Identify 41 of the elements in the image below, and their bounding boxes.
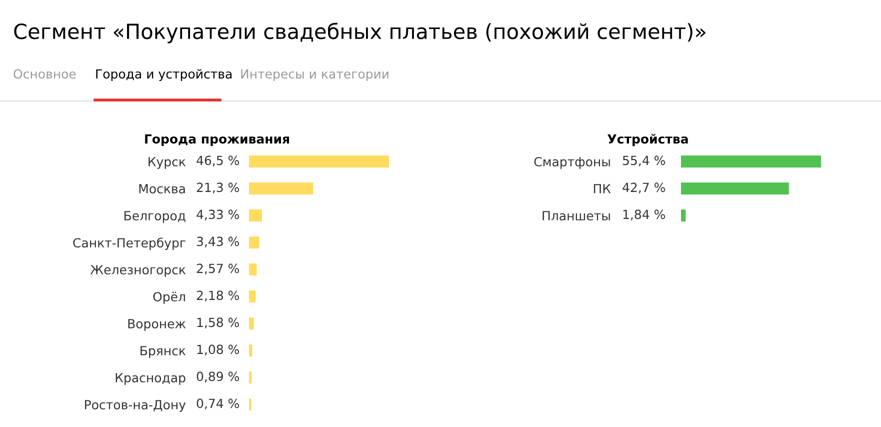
bar [249,372,252,384]
text: Основное [14,69,76,79]
data-label: 0,89 % [196,372,239,382]
y-tick-label: Краснодар [116,373,186,385]
y-tick-label: Белгород [124,211,186,223]
data-label: 0,74 % [196,398,239,410]
y-tick-label: Брянск [140,346,186,358]
y-tick-label: Санкт-Петербург [73,238,186,250]
bar [249,318,254,330]
data-label: 1,08 % [197,344,239,356]
y-tick-label: Ростов-на-Дону [85,400,186,412]
chart-title: Города проживания [145,134,290,146]
text: Сегмент «Покупатели свадебных платьев (похожий сегмент)» [14,22,706,44]
bar [249,182,314,194]
data-label: 4,33 % [196,210,239,220]
data-label: 46,5 % [196,156,239,166]
bar [249,264,257,276]
y-tick-label: Курск [148,157,186,169]
text: Интересы и категории [241,69,388,82]
y-tick-label: Орёл [153,292,185,304]
data-label: 21,3 % [196,182,239,194]
bar [249,236,260,248]
bar [249,156,389,168]
data-label: 42,7 % [622,182,665,194]
data-label: 1,58 % [197,318,239,328]
text: Города и устройства [96,69,232,82]
y-tick-label: Смартфоны [534,156,610,169]
bar [249,290,256,302]
chart-title: Устройства [608,134,688,146]
y-tick-label: Железногорск [90,265,186,277]
y-tick-label: Воронеж [128,319,186,331]
data-label: 3,43 % [196,236,239,248]
data-label: 55,4 % [622,156,665,166]
data-label: 2,18 % [196,290,239,302]
bar [249,344,252,356]
y-tick-label: ПК [594,184,611,194]
data-label: 2,57 % [196,264,239,274]
y-tick-label: Москва [139,184,185,194]
bar [249,210,262,222]
y-tick-label: Планшеты [542,211,610,220]
data-label: 1,84 % [623,210,665,220]
